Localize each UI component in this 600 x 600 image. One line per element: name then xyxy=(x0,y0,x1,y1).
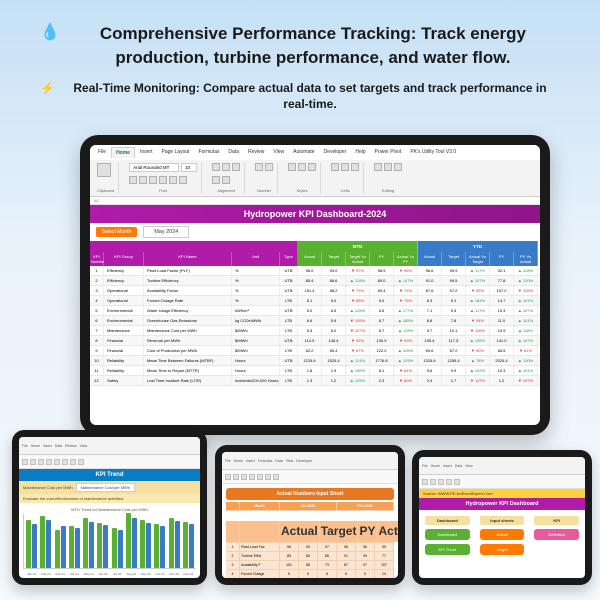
paste-icon[interactable] xyxy=(97,163,111,177)
align-right-icon[interactable] xyxy=(232,163,240,171)
nav-button[interactable]: KPI Trend xyxy=(425,544,470,555)
dashboard-title: Hydropower KPI Dashboard-2024 xyxy=(90,205,540,223)
actual-title: Actual Numbers Input Sheet xyxy=(226,488,394,500)
ribbon-tab[interactable]: Home xyxy=(111,147,135,158)
trend-chart: MTD Trend for Maintenance Cost per MWh J… xyxy=(19,503,200,578)
table-row: 11ReliabilityMean Time to Repair (MTTR)H… xyxy=(90,366,540,376)
sort-icon[interactable] xyxy=(384,163,392,171)
find-icon[interactable] xyxy=(394,163,402,171)
table-row: 5EnvironmentalWater Usage EfficiencykWh/… xyxy=(90,306,540,316)
align-left-icon[interactable] xyxy=(212,163,220,171)
tablet-main: FileHomeInsertPage LayoutFormulasDataRev… xyxy=(80,135,550,435)
ribbon-tab[interactable]: Power Pivot xyxy=(371,147,406,158)
font-name[interactable]: Arial Rounded MT xyxy=(129,163,179,172)
italic-icon[interactable] xyxy=(139,176,147,184)
nav-button[interactable]: Definition xyxy=(534,529,579,540)
ribbon-tab[interactable]: Page Layout xyxy=(157,147,193,158)
source-bar: Source: WWW.PK-AnExcelExpert.Com xyxy=(419,489,585,498)
ribbon-tab[interactable]: PK's Utility Tool V3.0 xyxy=(406,147,460,158)
headline-2-text: Real-Time Monitoring: Compare actual dat… xyxy=(60,80,560,114)
wrap-icon[interactable] xyxy=(212,176,220,184)
ribbon-tab[interactable]: Help xyxy=(351,147,369,158)
percent-icon[interactable] xyxy=(265,163,273,171)
kpi-table: 1EfficiencyPlant Load Factor (PLF)%UTB96… xyxy=(90,266,540,386)
font-size[interactable]: 10 xyxy=(181,163,197,172)
bolt-icon: ⚡ xyxy=(40,80,55,97)
headline-1: 💧 Comprehensive Performance Tracking: Tr… xyxy=(40,22,560,70)
cond-format-icon[interactable] xyxy=(288,163,296,171)
table-group-header: MTD YTD xyxy=(90,241,540,252)
nav-body: DashboardDashboardKPI TrendInput sheetsA… xyxy=(419,510,585,561)
underline-icon[interactable] xyxy=(149,176,157,184)
table-row: 1EfficiencyPlant Load Factor (PLF)%UTB96… xyxy=(90,266,540,276)
format-icon[interactable] xyxy=(351,163,359,171)
ribbon-tab[interactable]: Data xyxy=(224,147,243,158)
headline-1-text: Comprehensive Performance Tracking: Trac… xyxy=(66,22,560,70)
month-dropdown[interactable]: May 2024 xyxy=(143,226,189,238)
styles-icon[interactable] xyxy=(308,163,316,171)
trend-selector[interactable]: Maintenance Cost per MWh xyxy=(76,483,136,492)
insert-icon[interactable] xyxy=(331,163,339,171)
ribbon-tabs[interactable]: FileHomeInsertPage LayoutFormulasDataRev… xyxy=(90,145,540,160)
tablet-kpi-trend: FileHomeInsertDataReviewView KPI Trend M… xyxy=(12,430,207,585)
table-row: 2EfficiencyTurbine Efficiency%UTB85.486.… xyxy=(90,276,540,286)
trend-selector-label: Maintenance Cost per MWh xyxy=(23,485,73,490)
ribbon-tab[interactable]: Review xyxy=(244,147,268,158)
select-month-button[interactable]: Select Month xyxy=(96,227,137,237)
fill-icon[interactable] xyxy=(169,176,177,184)
actual-table: MonthJan 2024Feb 2024ActualTargetPYActua… xyxy=(226,502,394,578)
autosum-icon[interactable] xyxy=(374,163,382,171)
table-row: 7MaintenanceMaintenance Cost per MWh$/MW… xyxy=(90,326,540,336)
table-row: 3OperationalAvailability Factor%UTB151.4… xyxy=(90,286,540,296)
water-drop-icon: 💧 xyxy=(40,22,60,44)
table-column-header: KPI NumberKPI GroupKPI NameUnitTypeActua… xyxy=(90,252,540,266)
ribbon-tab[interactable]: Automate xyxy=(289,147,318,158)
merge-icon[interactable] xyxy=(222,176,230,184)
bold-icon[interactable] xyxy=(129,176,137,184)
tablet-nav: FileHomeInsertDataView Source: WWW.PK-An… xyxy=(412,450,592,585)
table-row: 10ReliabilityMean Time Between Failures … xyxy=(90,356,540,366)
nav-title: Hydropower KPI Dashboard xyxy=(419,498,585,510)
ribbon-tab[interactable]: Insert xyxy=(136,147,157,158)
trend-desc: Evaluate the cost-effectiveness of maint… xyxy=(23,496,124,501)
nav-button[interactable]: Dashboard xyxy=(425,529,470,540)
table-row: 4OperationalForced Outage Rate%LTB5.15.0… xyxy=(90,296,540,306)
fontcolor-icon[interactable] xyxy=(179,176,187,184)
table-row: 6EnvironmentalGreenhouse Gas Emissionskg… xyxy=(90,316,540,326)
ribbon-tab[interactable]: Developer xyxy=(320,147,351,158)
delete-icon[interactable] xyxy=(341,163,349,171)
kpi-trend-title: KPI Trend xyxy=(19,469,200,481)
table-row: 12SafetyLost Time Incident Rate (LTIR)In… xyxy=(90,376,540,386)
table-row: 8FinancialRevenue per MWh$/MWhUTB114.914… xyxy=(90,336,540,346)
trend-chart-title: MTD Trend for Maintenance Cost per MWh xyxy=(23,507,196,512)
table-row: 9FinancialCost of Production per MWh$/MW… xyxy=(90,346,540,356)
headline-2: ⚡ Real-Time Monitoring: Compare actual d… xyxy=(40,80,560,114)
ribbon-tab[interactable]: View xyxy=(269,147,288,158)
nav-button[interactable]: Target xyxy=(480,544,525,555)
ribbon-tab[interactable]: File xyxy=(94,147,110,158)
align-center-icon[interactable] xyxy=(222,163,230,171)
excel-ribbon: FileHomeInsertPage LayoutFormulasDataRev… xyxy=(90,145,540,197)
number-format-icon[interactable] xyxy=(255,163,263,171)
ribbon-tab[interactable]: Formulas xyxy=(195,147,224,158)
tablet-actual: FileHomeInsertFormulasDataViewDeveloper … xyxy=(215,445,405,585)
border-icon[interactable] xyxy=(159,176,167,184)
nav-button[interactable]: Actual xyxy=(480,529,525,540)
table-icon[interactable] xyxy=(298,163,306,171)
